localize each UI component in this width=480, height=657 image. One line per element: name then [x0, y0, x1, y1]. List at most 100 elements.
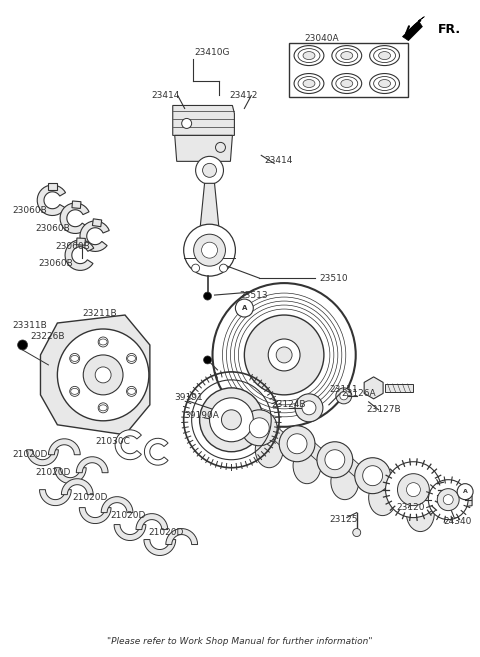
Text: 23410G: 23410G — [194, 48, 230, 57]
Ellipse shape — [332, 74, 362, 93]
Ellipse shape — [407, 495, 434, 532]
Polygon shape — [77, 238, 85, 245]
Circle shape — [235, 299, 253, 317]
Polygon shape — [144, 438, 168, 465]
Text: 23226B: 23226B — [31, 332, 65, 342]
Circle shape — [196, 156, 224, 185]
Circle shape — [98, 403, 108, 413]
Circle shape — [241, 410, 277, 445]
Ellipse shape — [370, 45, 399, 66]
Ellipse shape — [298, 49, 320, 62]
Text: 24340: 24340 — [443, 517, 472, 526]
Text: 23111: 23111 — [329, 386, 358, 394]
Text: 23124B: 23124B — [271, 400, 306, 409]
Circle shape — [58, 329, 149, 420]
Circle shape — [340, 392, 348, 400]
Circle shape — [95, 367, 111, 383]
Ellipse shape — [341, 79, 353, 87]
Circle shape — [317, 442, 353, 478]
Polygon shape — [65, 240, 94, 271]
Polygon shape — [80, 221, 109, 252]
Text: 21020D: 21020D — [36, 468, 71, 477]
Text: 23120: 23120 — [396, 503, 425, 512]
Ellipse shape — [379, 79, 391, 87]
Ellipse shape — [294, 45, 324, 66]
Ellipse shape — [370, 74, 399, 93]
Circle shape — [407, 483, 420, 497]
Ellipse shape — [373, 49, 396, 62]
Circle shape — [202, 242, 217, 258]
Text: 23125: 23125 — [329, 515, 358, 524]
Ellipse shape — [379, 52, 391, 60]
Polygon shape — [101, 497, 133, 512]
Polygon shape — [114, 524, 146, 541]
Circle shape — [363, 466, 383, 486]
Ellipse shape — [331, 464, 359, 499]
Circle shape — [443, 495, 453, 505]
Text: 21020D: 21020D — [148, 528, 183, 537]
Circle shape — [70, 353, 80, 363]
Circle shape — [397, 474, 429, 506]
Text: A: A — [463, 489, 468, 494]
Text: 23060B: 23060B — [12, 206, 48, 215]
Polygon shape — [432, 489, 472, 512]
Ellipse shape — [128, 388, 135, 394]
Text: 23060B: 23060B — [55, 242, 90, 251]
Circle shape — [200, 388, 263, 452]
Polygon shape — [48, 183, 57, 190]
Circle shape — [244, 315, 324, 395]
Ellipse shape — [128, 355, 135, 361]
Circle shape — [295, 394, 323, 422]
Circle shape — [204, 292, 212, 300]
Circle shape — [287, 434, 307, 454]
Circle shape — [184, 224, 235, 276]
Polygon shape — [200, 183, 219, 233]
Ellipse shape — [332, 45, 362, 66]
Polygon shape — [364, 377, 383, 399]
Polygon shape — [384, 384, 413, 392]
Text: 23414: 23414 — [264, 156, 293, 165]
Ellipse shape — [71, 355, 79, 361]
Polygon shape — [26, 450, 59, 466]
Polygon shape — [383, 468, 400, 499]
Ellipse shape — [99, 405, 107, 411]
Polygon shape — [61, 479, 93, 495]
Text: FR.: FR. — [438, 22, 461, 35]
Circle shape — [355, 458, 391, 493]
Polygon shape — [54, 468, 86, 484]
Text: 21020D: 21020D — [72, 493, 108, 502]
Circle shape — [400, 482, 420, 502]
Ellipse shape — [303, 52, 315, 60]
Circle shape — [204, 356, 212, 364]
Circle shape — [98, 337, 108, 347]
Circle shape — [216, 143, 226, 152]
Circle shape — [127, 353, 136, 363]
Text: 21020D: 21020D — [12, 450, 48, 459]
Polygon shape — [60, 203, 89, 233]
Polygon shape — [76, 457, 108, 472]
Polygon shape — [48, 439, 80, 455]
Bar — [289, 43, 408, 97]
Polygon shape — [136, 514, 168, 530]
Ellipse shape — [294, 74, 324, 93]
Polygon shape — [92, 219, 102, 227]
Circle shape — [127, 386, 136, 396]
Polygon shape — [144, 539, 176, 555]
Circle shape — [203, 164, 216, 177]
Circle shape — [276, 347, 292, 363]
Polygon shape — [269, 420, 287, 452]
Ellipse shape — [99, 339, 107, 345]
Circle shape — [428, 480, 468, 520]
Polygon shape — [37, 185, 66, 215]
Text: 21020D: 21020D — [110, 511, 145, 520]
Text: 23211B: 23211B — [82, 309, 117, 317]
Circle shape — [325, 450, 345, 470]
Circle shape — [70, 386, 80, 396]
Circle shape — [279, 426, 315, 462]
Circle shape — [219, 264, 228, 272]
Polygon shape — [173, 106, 234, 135]
Text: 21030C: 21030C — [95, 438, 130, 446]
Text: 23311B: 23311B — [12, 321, 48, 330]
Circle shape — [457, 484, 473, 499]
Circle shape — [193, 234, 226, 266]
